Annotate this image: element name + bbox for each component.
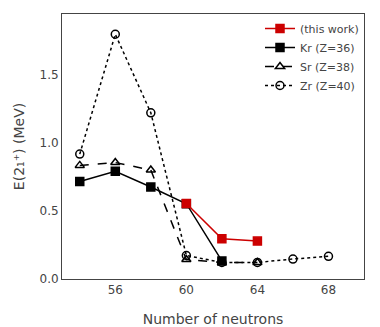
svg-text:68: 68 xyxy=(321,283,336,297)
svg-text:Zr (Z=40): Zr (Z=40) xyxy=(300,80,355,93)
svg-text:Number of neutrons: Number of neutrons xyxy=(143,311,284,327)
svg-text:0.5: 0.5 xyxy=(40,204,59,218)
svg-text:60: 60 xyxy=(179,283,194,297)
svg-text:64: 64 xyxy=(250,283,265,297)
svg-text:E(2₁⁺) (MeV): E(2₁⁺) (MeV) xyxy=(11,103,27,190)
svg-text:56: 56 xyxy=(108,283,123,297)
svg-text:Kr (Z=36): Kr (Z=36) xyxy=(300,42,355,55)
svg-text:1.0: 1.0 xyxy=(40,136,59,150)
svg-text:Sr (Z=38): Sr (Z=38) xyxy=(300,61,354,74)
svg-text:1.5: 1.5 xyxy=(40,68,59,82)
svg-text:(this work): (this work) xyxy=(300,23,359,36)
svg-text:0.0: 0.0 xyxy=(40,272,59,286)
